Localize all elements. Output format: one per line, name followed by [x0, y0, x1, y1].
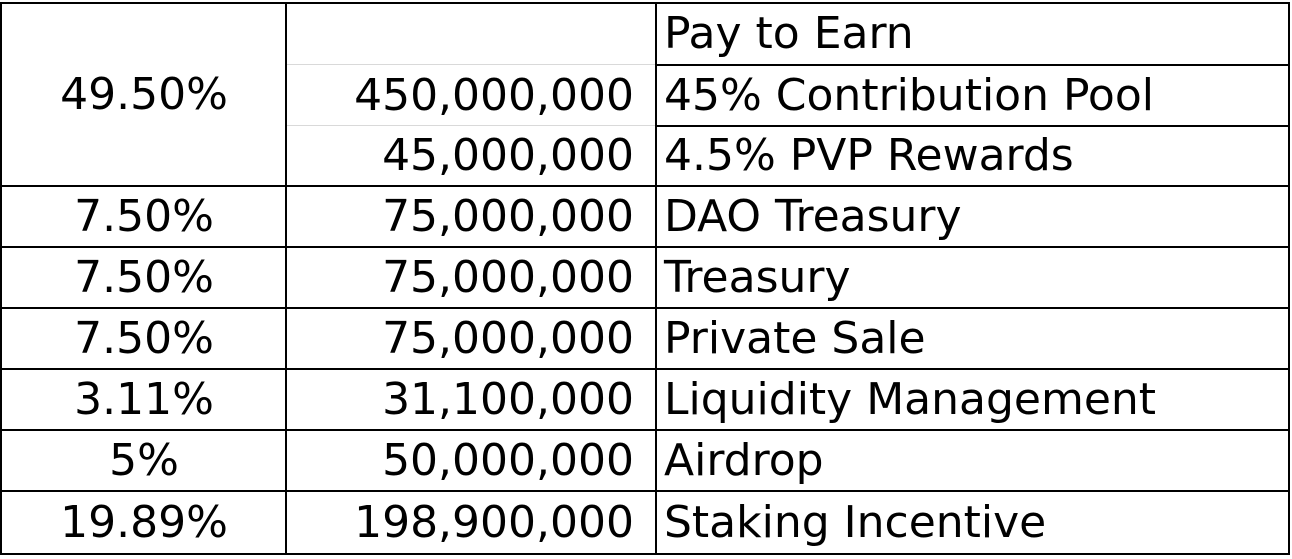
percent-cell-pay-to-earn: 49.50% [60, 68, 228, 120]
label-cell-private-sale: Private Sale [664, 312, 926, 364]
amount-cell-liquidity-management: 31,100,000 [382, 373, 634, 425]
percent-cell-dao-treasury: 7.50% [74, 190, 214, 242]
label-cell-pay-to-earn: Pay to Earn [664, 8, 914, 59]
border-bottom [0, 553, 1290, 555]
divider-row-7 [0, 429, 1290, 431]
divider-row-4 [0, 246, 1290, 248]
label-cell-dao-treasury: DAO Treasury [664, 190, 962, 242]
label-cell-treasury: Treasury [664, 251, 851, 303]
percent-cell-treasury: 7.50% [74, 251, 214, 303]
label-cell-staking-incentive: Staking Incentive [664, 496, 1047, 548]
label-cell-liquidity-management: Liquidity Management [664, 373, 1157, 425]
percent-cell-staking-incentive: 19.89% [60, 496, 228, 548]
label-cell-contribution-pool: 45% Contribution Pool [664, 69, 1154, 121]
label-cell-airdrop: Airdrop [664, 434, 824, 486]
divider-label-row2 [655, 125, 1290, 127]
border-top [0, 2, 1290, 4]
border-right [1288, 2, 1290, 555]
amount-cell-treasury: 75,000,000 [382, 251, 634, 303]
percent-cell-private-sale: 7.50% [74, 312, 214, 364]
divider-col2-row2 [287, 125, 655, 126]
label-cell-pvp-rewards: 4.5% PVP Rewards [664, 129, 1074, 181]
border-col-2 [655, 2, 657, 555]
divider-col2-row1 [287, 64, 655, 65]
amount-cell-pvp-rewards: 45,000,000 [382, 129, 634, 181]
divider-row-6 [0, 368, 1290, 370]
amount-cell-staking-incentive: 198,900,000 [354, 496, 634, 548]
divider-label-row1 [655, 64, 1290, 66]
amount-cell-airdrop: 50,000,000 [382, 434, 634, 486]
amount-cell-dao-treasury: 75,000,000 [382, 190, 634, 242]
amount-cell-pay-to-earn [286, 4, 656, 64]
border-left [0, 2, 2, 555]
divider-row-8 [0, 490, 1290, 492]
percent-cell-liquidity-management: 3.11% [74, 373, 214, 425]
border-col-1 [285, 2, 287, 555]
amount-cell-contribution-pool: 450,000,000 [354, 69, 634, 121]
divider-row-5 [0, 307, 1290, 309]
divider-row-3 [0, 185, 1290, 187]
amount-cell-private-sale: 75,000,000 [382, 312, 634, 364]
percent-cell-airdrop: 5% [109, 434, 179, 486]
